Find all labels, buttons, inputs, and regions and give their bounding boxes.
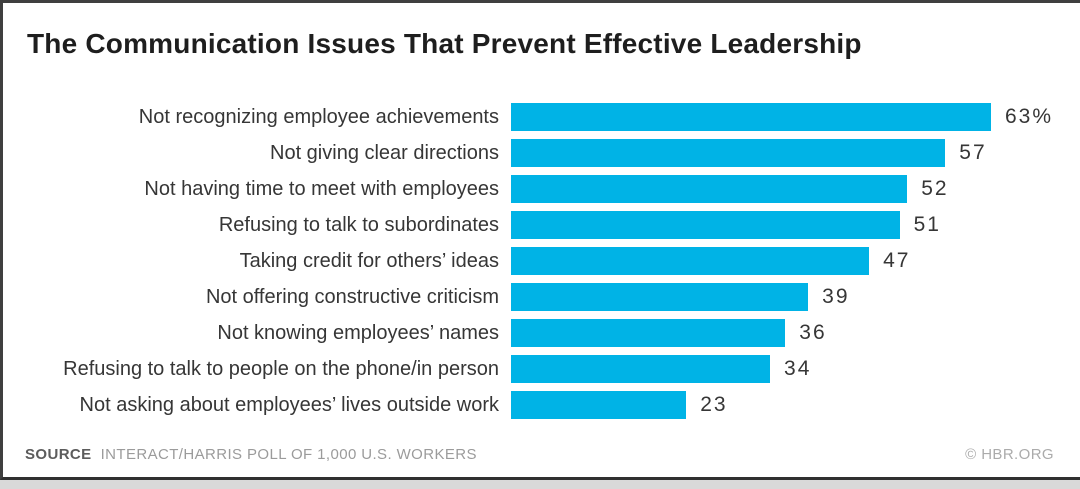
bar-area: 57 <box>511 139 1080 167</box>
bar-value: 51 <box>913 213 941 236</box>
bar-row: Refusing to talk to subordinates 51 <box>3 207 1080 243</box>
bar-label: Not asking about employees’ lives outsid… <box>79 393 499 416</box>
bar-area: 36 <box>511 319 1080 347</box>
bar-value: 57 <box>959 141 987 164</box>
bar-value: 36 <box>799 321 827 344</box>
bar-row: Not giving clear directions 57 <box>3 135 1080 171</box>
copyright-credit: © HBR.ORG <box>965 446 1054 463</box>
bar-label: Not giving clear directions <box>270 141 499 164</box>
chart-footer: SOURCE INTERACT/HARRIS POLL OF 1,000 U.S.… <box>25 446 1054 463</box>
bar-area: 47 <box>511 247 1080 275</box>
bar-row: Not knowing employees’ names 36 <box>3 315 1080 351</box>
bar-label: Not knowing employees’ names <box>217 321 499 344</box>
bar-value: 52 <box>921 177 949 200</box>
bar-value: 23 <box>700 393 728 416</box>
bar-row: Not offering constructive criticism 39 <box>3 279 1080 315</box>
bar-row: Not recognizing employee achievements 63% <box>3 99 1080 135</box>
bar-label: Refusing to talk to subordinates <box>218 213 499 236</box>
bar-label: Taking credit for others’ ideas <box>239 249 499 272</box>
bar-row: Not having time to meet with employees 52 <box>3 171 1080 207</box>
bar <box>511 319 786 347</box>
bar-row: Taking credit for others’ ideas 47 <box>3 243 1080 279</box>
bar <box>511 103 991 131</box>
bar-value: 63% <box>1005 105 1054 128</box>
bar-label: Not recognizing employee achievements <box>138 105 499 128</box>
source-line: SOURCE INTERACT/HARRIS POLL OF 1,000 U.S.… <box>25 446 477 463</box>
bar-value: 34 <box>784 357 812 380</box>
bar <box>511 139 946 167</box>
bar <box>511 247 870 275</box>
source-text: INTERACT/HARRIS POLL OF 1,000 U.S. WORKE… <box>100 446 477 463</box>
bar-area: 23 <box>511 391 1080 419</box>
bar <box>511 355 771 383</box>
bar-area: 34 <box>511 355 1080 383</box>
bar-row: Refusing to talk to people on the phone/… <box>3 351 1080 387</box>
bar-area: 39 <box>511 283 1080 311</box>
bottom-strip <box>0 480 1080 489</box>
bar-value: 47 <box>883 249 911 272</box>
source-label: SOURCE <box>25 446 92 463</box>
bar-row: Not asking about employees’ lives outsid… <box>3 387 1080 423</box>
bar-label: Not offering constructive criticism <box>205 285 499 308</box>
bar <box>511 391 687 419</box>
bar-label: Refusing to talk to people on the phone/… <box>63 357 499 380</box>
bar-value: 39 <box>822 285 850 308</box>
bar <box>511 283 809 311</box>
bar <box>511 211 900 239</box>
bar-area: 63% <box>511 103 1080 131</box>
bar-chart: Not recognizing employee achievements 63%… <box>3 99 1080 423</box>
bar-area: 51 <box>511 211 1080 239</box>
bar <box>511 175 908 203</box>
bar-area: 52 <box>511 175 1080 203</box>
bar-label: Not having time to meet with employees <box>144 177 499 200</box>
chart-title: The Communication Issues That Prevent Ef… <box>27 28 862 59</box>
